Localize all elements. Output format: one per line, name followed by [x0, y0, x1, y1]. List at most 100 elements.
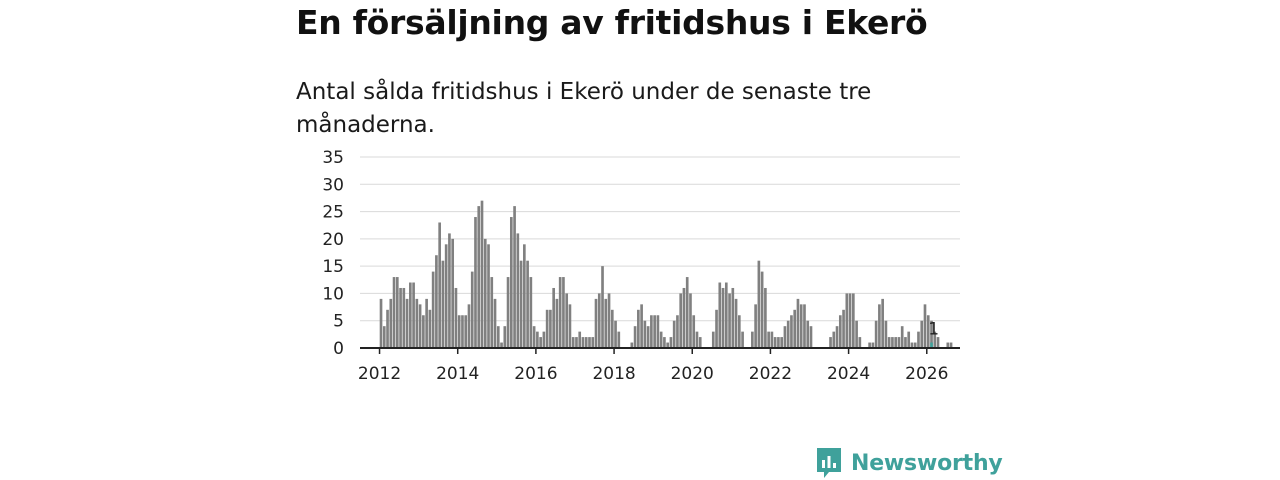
bar [793, 309, 797, 348]
bar [395, 277, 399, 348]
bar [441, 260, 445, 348]
x-tick-label: 2018 [592, 364, 635, 384]
bar [897, 337, 901, 348]
bar [490, 277, 494, 348]
bar [887, 337, 891, 348]
x-tick-label: 2020 [671, 364, 714, 384]
bar [852, 293, 855, 348]
x-tick-label: 2016 [514, 364, 557, 384]
bar [711, 331, 715, 348]
bar [591, 337, 595, 348]
brand-logo[interactable]: Newsworthy [815, 446, 1003, 480]
bar [848, 293, 852, 348]
bar [949, 342, 953, 348]
x-tick-label: 2022 [749, 364, 792, 384]
chart-subtitle: Antal sålda fritidshus i Ekerö under de … [296, 79, 872, 138]
bar [493, 298, 497, 348]
bar [946, 342, 950, 348]
bar [783, 326, 787, 348]
bar [734, 298, 738, 348]
bar [930, 320, 933, 348]
y-tick-label: 15 [322, 257, 344, 277]
bar [770, 331, 774, 348]
bar [513, 206, 516, 348]
bar [913, 342, 917, 348]
bar [549, 309, 552, 348]
bar [760, 271, 764, 348]
bar [588, 337, 591, 348]
bar [868, 342, 871, 348]
bar [379, 298, 383, 348]
bar [933, 331, 937, 348]
bar [656, 315, 660, 348]
y-tick-label: 25 [322, 203, 344, 223]
bar [858, 337, 862, 348]
bar [565, 293, 569, 348]
bar [418, 304, 422, 348]
bar [542, 331, 546, 348]
highlighted-bar [930, 342, 933, 348]
bar [728, 293, 731, 348]
bar [764, 287, 767, 348]
bar [601, 266, 604, 348]
bar [695, 331, 699, 348]
bar [923, 304, 927, 348]
bar [676, 315, 679, 348]
bar [444, 244, 448, 348]
bar [617, 331, 621, 348]
bar [777, 337, 780, 348]
bar [796, 298, 800, 348]
bar [838, 315, 842, 348]
data-label: 1 [928, 320, 939, 340]
bar [900, 326, 904, 348]
bar [806, 320, 810, 348]
bar-chart: 0 5 10 15 20 25 30 35 1 2012 2014 2016 2018 2020 2022 2… [322, 148, 960, 384]
bar [689, 293, 692, 348]
bar [731, 287, 735, 348]
bar [500, 342, 503, 348]
bar [428, 309, 432, 348]
y-tick-label: 20 [322, 230, 344, 250]
bar [715, 309, 718, 348]
newsworthy-logo-icon [817, 448, 841, 478]
bar [741, 331, 744, 348]
bar [448, 233, 451, 348]
bar [529, 277, 533, 348]
bar [881, 298, 884, 348]
bar [926, 315, 930, 348]
bar [568, 304, 572, 348]
bar [402, 287, 406, 348]
bar [751, 331, 754, 348]
bar [754, 304, 757, 348]
bar [809, 326, 813, 348]
bar [855, 320, 858, 348]
bar [496, 326, 500, 348]
bar [523, 244, 526, 348]
chart-title: En försäljning av fritidshus i Ekerö [296, 3, 928, 42]
bar [545, 309, 549, 348]
bar [604, 298, 608, 348]
bar [907, 331, 911, 348]
bar [435, 255, 438, 348]
bar [871, 342, 875, 348]
bar [835, 326, 839, 348]
bar [454, 287, 458, 348]
bar [562, 277, 565, 348]
bar [803, 304, 806, 348]
y-tick-label: 5 [333, 312, 344, 332]
bar [509, 217, 513, 348]
bar [829, 337, 832, 348]
bar [878, 304, 881, 348]
bar [438, 222, 441, 348]
bar [643, 320, 647, 348]
bar [389, 298, 393, 348]
bar [503, 326, 507, 348]
bar [790, 315, 793, 348]
bar [780, 337, 784, 348]
bar [539, 337, 542, 348]
bar [571, 337, 575, 348]
bar [904, 337, 907, 348]
bar [519, 260, 523, 348]
bar [637, 309, 640, 348]
bar [630, 342, 634, 348]
